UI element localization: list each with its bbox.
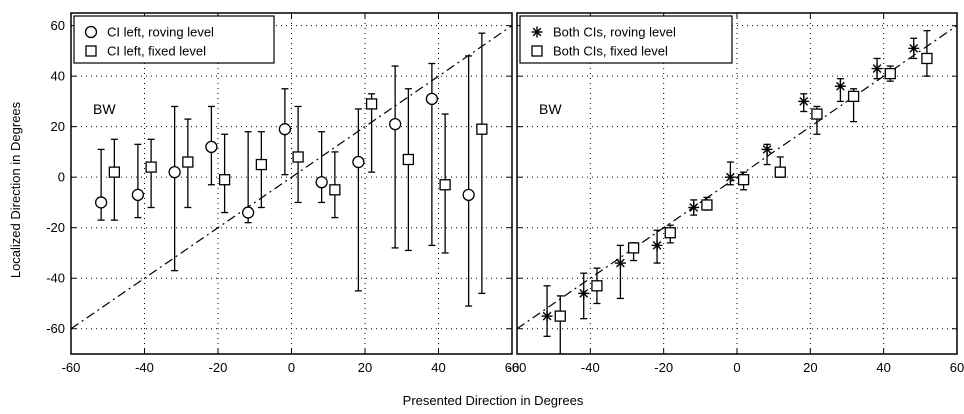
data-point (921, 52, 933, 65)
data-point (724, 171, 736, 183)
data-point (688, 201, 700, 213)
legend-label: Both CIs, fixed level (553, 44, 668, 59)
data-point (94, 196, 108, 209)
y-tick-label: 20 (51, 119, 65, 134)
x-tick-label: 40 (876, 360, 890, 375)
legend-entry: CI left, roving level (84, 25, 214, 40)
y-axis-label: Localized Direction in Degrees (8, 101, 23, 278)
x-tick-label: 60 (505, 360, 519, 375)
legend: CI left, roving level CI left, fixed leve… (73, 15, 275, 64)
legend-marker (84, 25, 98, 39)
series-2 (108, 32, 488, 295)
x-tick-label: -20 (209, 360, 228, 375)
data-point (315, 176, 328, 189)
series-2 (554, 30, 933, 354)
data-point (614, 257, 626, 269)
reference-line (517, 25, 957, 330)
series-1 (94, 55, 475, 307)
x-tick-label: 0 (288, 360, 295, 375)
data-point (205, 140, 218, 154)
data-point (884, 67, 896, 80)
data-point (627, 242, 640, 254)
panel-label: BW (93, 101, 116, 117)
data-point (476, 123, 488, 135)
data-point (651, 239, 663, 251)
x-tick-label: 60 (950, 360, 964, 375)
data-point (131, 188, 145, 202)
x-tick-label: -60 (508, 360, 527, 375)
data-point (145, 161, 157, 173)
data-point (278, 123, 292, 136)
legend-label: CI left, roving level (107, 25, 214, 40)
data-point (908, 42, 920, 54)
y-tick-label: 60 (51, 18, 65, 33)
data-point (402, 153, 415, 166)
data-point (352, 155, 365, 169)
data-point (664, 227, 676, 239)
axis-ticks: -60 -40 -20 0 20 40 60 -60 -40 -20 0 20 40 60 (46, 13, 519, 375)
legend-box (519, 15, 733, 64)
x-tick-label: 20 (803, 360, 817, 375)
data-point (811, 108, 823, 120)
data-point (774, 166, 786, 178)
data-point (761, 143, 773, 155)
data-point (798, 95, 810, 107)
legend-marker (531, 45, 543, 57)
data-point (108, 166, 121, 178)
legend-label: CI left, fixed level (107, 44, 206, 59)
data-point (871, 63, 883, 75)
data-point (439, 179, 451, 191)
y-tick-label: -20 (46, 220, 65, 235)
data-point (591, 280, 603, 292)
x-tick-label: -20 (654, 360, 673, 375)
data-point (292, 151, 304, 163)
chart-panel-2: -60 -40 -20 0 20 40 60 BW Both CIs, roving level… (508, 12, 964, 375)
y-tick-label: 40 (51, 69, 65, 84)
legend-marker (85, 45, 97, 57)
data-point (365, 98, 378, 110)
data-point (168, 165, 181, 179)
data-point (182, 156, 194, 168)
x-tick-label: 0 (733, 360, 740, 375)
legend-entry: Both CIs, roving level (531, 25, 676, 40)
data-point (241, 206, 255, 219)
y-tick-label: -40 (46, 271, 65, 286)
data-point (554, 310, 566, 322)
x-tick-label: 40 (431, 360, 445, 375)
legend-label: Both CIs, roving level (553, 25, 676, 40)
panel-label: BW (539, 101, 562, 117)
data-point (834, 80, 846, 92)
chart-panel-1: -60 -40 -20 0 20 40 60 -60 -40 -20 0 20 40 60 BW CI lef… (46, 12, 519, 375)
legend-box (73, 15, 275, 64)
x-axis-label: Presented Direction in Degrees (403, 393, 584, 408)
y-tick-label: -60 (46, 321, 65, 336)
x-tick-label: -40 (135, 360, 154, 375)
data-point (425, 92, 439, 106)
axis-ticks: -60 -40 -20 0 20 40 60 (508, 13, 964, 375)
x-tick-label: 20 (358, 360, 372, 375)
data-point (255, 158, 268, 171)
legend-entry: CI left, fixed level (85, 44, 206, 59)
data-point (737, 174, 750, 186)
data-point (388, 117, 402, 131)
reference-line (71, 25, 512, 330)
data-point (329, 184, 341, 196)
data-point (578, 287, 590, 299)
data-point (218, 174, 231, 186)
x-tick-label: -60 (62, 360, 81, 375)
series-1 (541, 37, 920, 337)
data-point (847, 90, 860, 103)
data-point (541, 310, 553, 322)
y-tick-label: 0 (58, 170, 65, 185)
x-tick-label: -40 (581, 360, 600, 375)
legend: Both CIs, roving level Both CIs, fixed le… (519, 15, 733, 64)
legend-marker (531, 26, 543, 38)
legend-entry: Both CIs, fixed level (531, 44, 668, 59)
data-point (701, 199, 713, 211)
data-point (462, 188, 475, 202)
